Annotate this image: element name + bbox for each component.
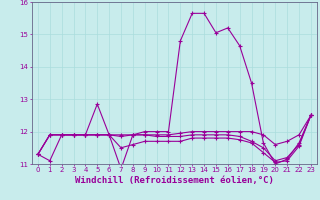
X-axis label: Windchill (Refroidissement éolien,°C): Windchill (Refroidissement éolien,°C) (75, 176, 274, 185)
